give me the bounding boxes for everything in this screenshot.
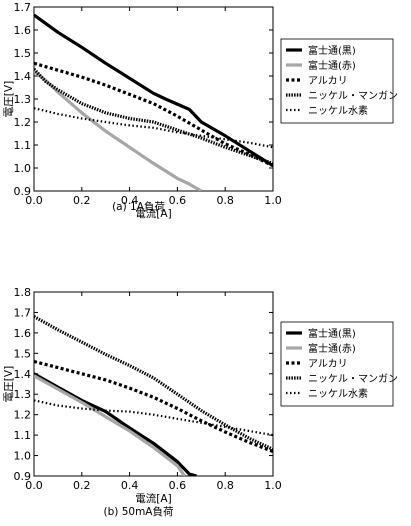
y-tick-label: 1.0: [14, 162, 32, 175]
series-line-2: [34, 359, 273, 453]
legend-label-3: ニッケル・マンガン: [308, 373, 398, 385]
series-line-0: [34, 13, 273, 168]
y-tick-label: 1.7: [14, 1, 32, 14]
legend-label-4: ニッケル水素: [308, 387, 368, 400]
legend-label-0: 富士通(黒): [308, 327, 356, 340]
y-tick-label: 1.6: [14, 24, 32, 37]
legend-label-1: 富士通(赤): [308, 342, 356, 355]
y-tick-label: 0.9: [14, 185, 32, 198]
y-tick-label: 1.5: [14, 347, 32, 360]
y-axis-label: 電圧[V]: [3, 366, 15, 402]
legend-label-2: アルカリ: [308, 75, 348, 87]
x-axis-label: 電流[A]: [135, 207, 171, 220]
x-tick-label: 1.0: [264, 194, 282, 207]
y-tick-label: 1.7: [14, 306, 32, 319]
x-tick-label: 0.4: [121, 194, 139, 207]
legend-label-1: 富士通(赤): [308, 59, 356, 72]
x-axis-label: 電流[A]: [135, 492, 171, 505]
x-tick-label: 0.6: [169, 194, 187, 207]
chart-caption: (a) 1A負荷: [112, 201, 165, 213]
y-tick-label: 1.1: [14, 429, 32, 442]
y-axis-label: 電圧[V]: [3, 81, 15, 117]
series-line-0: [34, 372, 197, 476]
legend-label-4: ニッケル水素: [308, 104, 368, 117]
x-tick-label: 0.6: [169, 479, 187, 492]
y-tick-label: 1.8: [14, 286, 32, 299]
series-line-4: [34, 107, 273, 149]
y-tick-label: 1.4: [14, 70, 32, 83]
y-tick-label: 1.2: [14, 409, 32, 422]
y-tick-label: 1.0: [14, 450, 32, 463]
legend-label-2: アルカリ: [308, 358, 348, 370]
legend-label-0: 富士通(黒): [308, 44, 356, 57]
series-line-3: [34, 68, 273, 165]
y-tick-label: 1.2: [14, 116, 32, 129]
series-line-2: [34, 61, 273, 168]
y-tick-label: 1.3: [14, 93, 32, 106]
chart-b: 0.9 1.0 1.1 1.2 1.3 1.4 1.5 1.6 1.7 1.8 0.0 0.2 0.4 0…: [3, 286, 398, 518]
y-tick-label: 1.1: [14, 139, 32, 152]
y-tick-label: 1.6: [14, 327, 32, 340]
x-tick-label: 0.8: [216, 194, 234, 207]
y-tick-label: 1.3: [14, 388, 32, 401]
y-tick-label: 1.4: [14, 368, 32, 381]
x-tick-label: 1.0: [264, 479, 282, 492]
x-tick-label: 0.8: [216, 479, 234, 492]
plot-frame: [33, 291, 274, 477]
x-tick-label: 0.4: [121, 479, 139, 492]
y-tick-label: 1.5: [14, 47, 32, 60]
legend-label-3: ニッケル・マンガン: [308, 90, 398, 102]
series-line-1: [34, 374, 186, 476]
series-line-4: [34, 399, 273, 437]
x-tick-label: 0.2: [73, 194, 91, 207]
chart-caption: (b) 50mA負荷: [104, 506, 174, 518]
chart-a: 0.9 1.0 1.1 1.2 1.3 1.4 1.5 1.6 1.7 0.0 0.2 0.4 0.6 0…: [3, 1, 398, 220]
x-tick-label: 0.0: [25, 479, 43, 492]
y-tick-label: 0.9: [14, 470, 32, 483]
x-tick-label: 0.2: [73, 479, 91, 492]
x-tick-label: 0.0: [25, 194, 43, 207]
